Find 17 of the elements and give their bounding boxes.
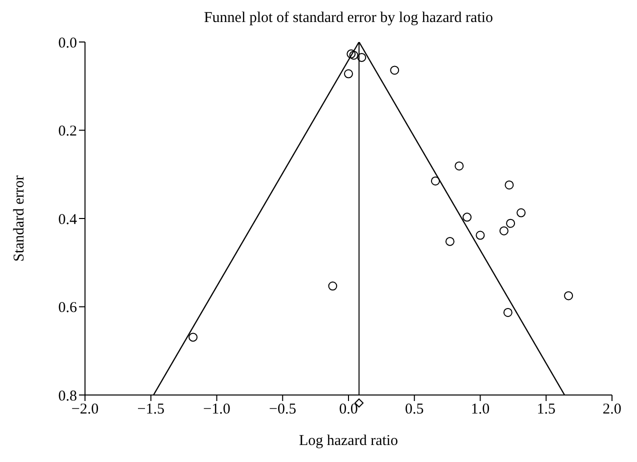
y-tick-label: 0.6 xyxy=(58,300,78,316)
y-tick-label: 0.8 xyxy=(58,388,77,404)
x-tick-label: 1.0 xyxy=(470,402,490,418)
x-tick-label: −1.0 xyxy=(203,402,230,418)
chart-title: Funnel plot of standard error by log hazard ratio xyxy=(202,10,494,27)
y-axis-title: Standard error xyxy=(11,175,28,262)
x-tick-label: 0.5 xyxy=(405,402,424,418)
x-axis-title: Log hazard ratio xyxy=(298,433,398,449)
x-tick-label: −1.5 xyxy=(137,402,164,418)
y-tick-label: 0.4 xyxy=(58,212,78,228)
y-tick-label: 0.0 xyxy=(58,35,77,52)
x-tick-label: 1.5 xyxy=(536,402,556,418)
x-tick-label: 0.0 xyxy=(339,402,358,418)
x-tick-label: 2.0 xyxy=(602,402,622,418)
x-tick-label: −2.0 xyxy=(71,402,99,418)
y-tick-label: 0.2 xyxy=(58,124,77,140)
x-tick-label: −0.5 xyxy=(269,402,296,418)
